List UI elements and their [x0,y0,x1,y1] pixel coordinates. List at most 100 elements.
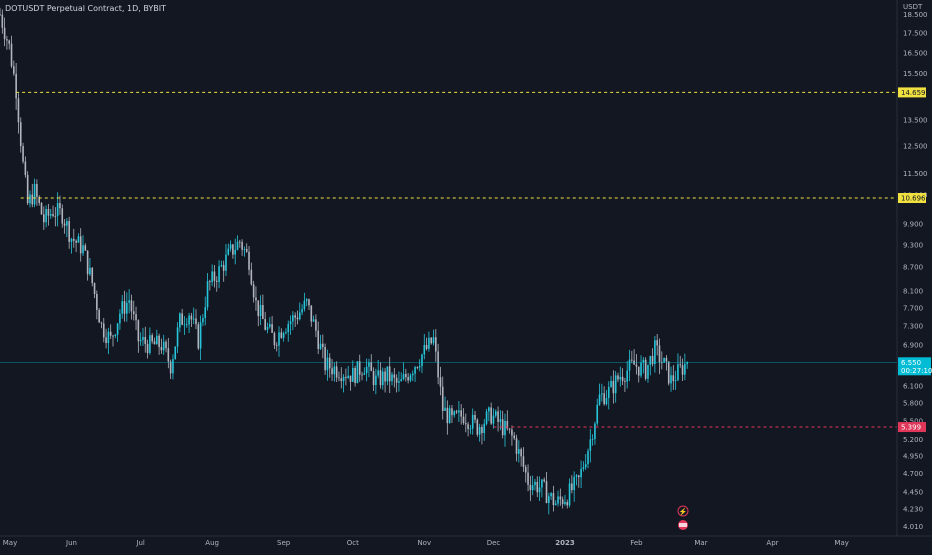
candle-body[interactable] [259,305,262,317]
candle-body[interactable] [213,271,216,281]
candle-body[interactable] [550,493,552,497]
candle-body[interactable] [485,411,488,424]
candle-body[interactable] [587,450,589,465]
candle-body[interactable] [285,332,287,334]
candle-body[interactable] [146,344,149,354]
candle-body[interactable] [612,380,615,394]
candle-body[interactable] [6,39,8,41]
candle-body[interactable] [614,375,617,394]
candle-body[interactable] [188,315,190,325]
candle-body[interactable] [192,318,195,320]
candle-body[interactable] [527,472,529,485]
candle-body[interactable] [275,345,278,346]
candle-body[interactable] [225,254,227,271]
candle-body[interactable] [315,319,317,331]
candle-body[interactable] [165,341,167,349]
candle-body[interactable] [338,377,340,379]
event-icons[interactable]: ⚡ [677,505,689,530]
candle-body[interactable] [158,335,160,348]
candle-body[interactable] [499,419,502,422]
candle-body[interactable] [347,375,349,378]
candle-body[interactable] [317,330,320,350]
candle-body[interactable] [167,348,170,362]
candle-body[interactable] [441,386,444,411]
candle-body[interactable] [218,266,220,282]
candle-body[interactable] [363,373,366,375]
candle-body[interactable] [239,241,241,243]
candle-body[interactable] [407,377,409,381]
candle-body[interactable] [155,335,158,345]
candle-body[interactable] [227,248,230,255]
candle-body[interactable] [660,362,663,364]
candle-body[interactable] [79,236,82,254]
candle-body[interactable] [229,244,232,249]
candle-body[interactable] [384,371,386,382]
candle-body[interactable] [430,337,433,344]
candle-body[interactable] [333,366,336,375]
candle-body[interactable] [250,269,253,285]
candle-body[interactable] [640,362,642,376]
candle-body[interactable] [564,502,566,505]
candle-body[interactable] [446,407,449,424]
candle-body[interactable] [340,378,343,382]
candle-body[interactable] [107,331,110,344]
candle-body[interactable] [273,332,276,346]
candle-body[interactable] [414,367,416,374]
candle-body[interactable] [391,374,393,382]
candle-body[interactable] [478,427,481,435]
candle-body[interactable] [372,371,375,386]
candle-body[interactable] [86,250,89,275]
candle-body[interactable] [183,324,186,326]
candle-body[interactable] [236,241,239,250]
candle-body[interactable] [605,397,608,405]
candle-body[interactable] [202,318,204,323]
candle-body[interactable] [667,361,670,384]
candle-body[interactable] [435,337,437,352]
candle-body[interactable] [126,302,128,314]
candle-body[interactable] [174,346,177,360]
candle-body[interactable] [377,370,379,376]
candle-body[interactable] [82,245,84,254]
candle-body[interactable] [287,324,290,333]
candle-body[interactable] [591,439,594,440]
candle-body[interactable] [56,202,59,217]
candle-body[interactable] [663,357,665,363]
candle-body[interactable] [128,300,130,303]
candle-body[interactable] [351,368,354,382]
candle-body[interactable] [70,238,73,242]
candle-body[interactable] [162,341,165,351]
candle-body[interactable] [455,411,458,413]
candle-body[interactable] [305,299,308,301]
candle-body[interactable] [91,267,94,284]
candle-body[interactable] [462,416,465,424]
candle-body[interactable] [393,374,396,378]
candle-body[interactable] [674,380,677,382]
candle-body[interactable] [292,315,294,322]
candle-body[interactable] [381,371,384,386]
candle-body[interactable] [135,314,137,321]
candle-body[interactable] [474,414,476,420]
candle-body[interactable] [439,377,442,387]
candle-body[interactable] [448,408,451,424]
candle-body[interactable] [63,223,66,226]
candle-body[interactable] [635,364,638,367]
candle-body[interactable] [386,366,389,382]
candle-body[interactable] [310,305,313,322]
candle-body[interactable] [328,357,331,369]
candle-body[interactable] [511,429,513,436]
candle-body[interactable] [411,373,414,376]
candle-body[interactable] [619,376,622,380]
candle-body[interactable] [255,297,257,301]
candle-body[interactable] [388,366,391,382]
candle-body[interactable] [185,324,188,326]
candle-body[interactable] [681,365,684,375]
candle-body[interactable] [109,331,112,336]
candle-body[interactable] [607,386,610,398]
candle-body[interactable] [84,245,87,251]
candle-body[interactable] [649,355,652,365]
candle-body[interactable] [432,337,435,344]
candle-body[interactable] [469,428,472,430]
candle-body[interactable] [497,411,499,422]
candle-body[interactable] [301,309,303,313]
candle-body[interactable] [453,411,456,416]
